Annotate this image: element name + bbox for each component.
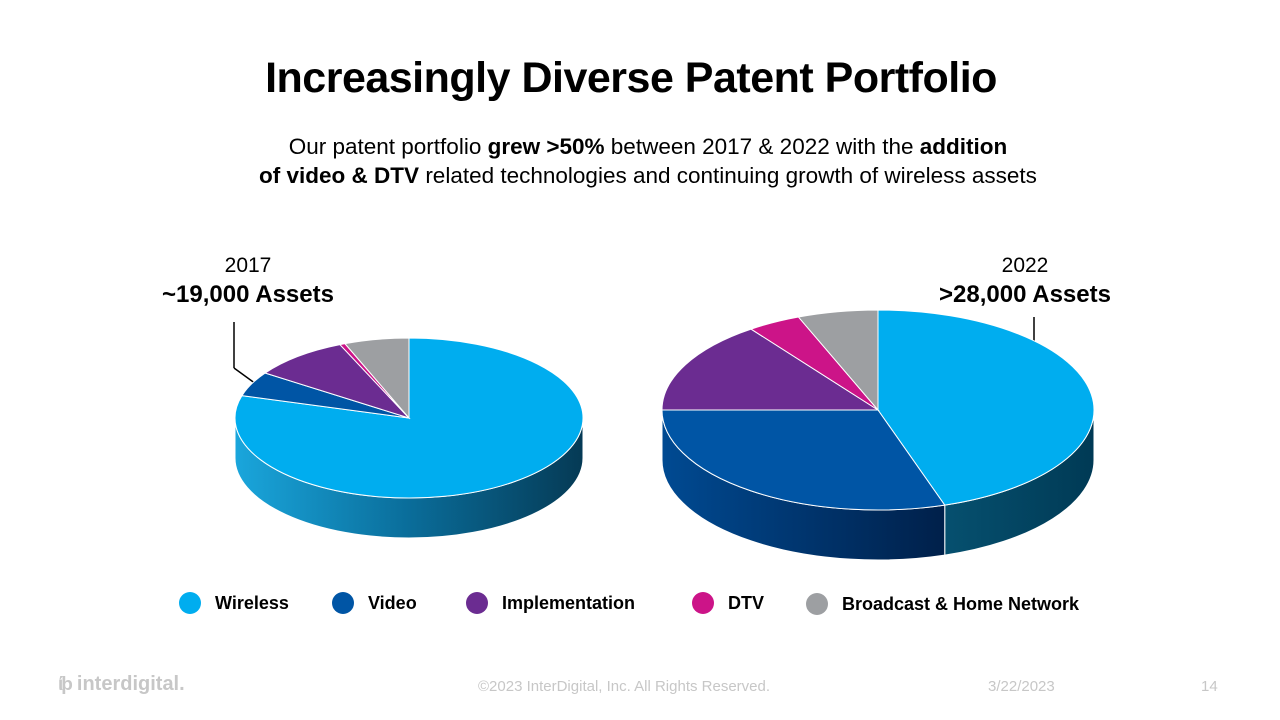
legend-item-video: Video — [332, 592, 417, 614]
subtitle-emphasis: of video & DTV — [259, 163, 420, 188]
pie-slice-video — [661, 409, 946, 511]
interdigital-logo: ίϸ interdigital. — [58, 673, 185, 696]
subtitle-emphasis: addition — [919, 134, 1008, 159]
legend: Wireless Video Implementation DTV Broadc… — [0, 590, 1280, 620]
page-number: 14 — [1201, 678, 1218, 695]
pie-label-2022: 2022 >28,000 Assets — [925, 253, 1125, 311]
pie-year-label: 2022 — [1001, 254, 1049, 277]
slide-title: Increasingly Diverse Patent Portfolio — [265, 54, 997, 102]
legend-label: Wireless — [215, 592, 289, 613]
legend-dot-icon — [466, 592, 488, 614]
pie-slice-broadcast-home-network — [797, 309, 879, 412]
pie-year-label: 2017 — [224, 254, 272, 277]
legend-dot-icon — [692, 592, 714, 614]
logo-mark-icon: ίϸ — [58, 673, 73, 695]
subtitle-emphasis: grew >50% — [487, 134, 605, 159]
legend-label: Broadcast & Home Network — [842, 593, 1080, 614]
pie-label-2017: 2017 ~19,000 Assets — [148, 253, 348, 311]
legend-item-broadcast: Broadcast & Home Network — [806, 593, 1079, 615]
leader-line-2017 — [233, 367, 257, 385]
legend-dot-icon — [332, 592, 354, 614]
legend-dot-icon — [179, 592, 201, 614]
subtitle-line-2: of video & DTV related technologies and … — [0, 161, 1280, 191]
subtitle-text: between 2017 & 2022 with the — [604, 134, 920, 159]
subtitle-text: Our patent portfolio — [288, 134, 488, 159]
logo-text: interdigital. — [76, 673, 185, 695]
legend-label: Video — [368, 592, 417, 613]
legend-dot-icon — [806, 593, 828, 615]
pie-slice-implementation — [661, 328, 880, 411]
pie-assets-label: ~19,000 Assets — [162, 281, 334, 308]
legend-item-implementation: Implementation — [466, 592, 635, 614]
subtitle-line-1: Our patent portfolio grew >50% between 2… — [0, 132, 1280, 162]
subtitle-text: related technologies and continuing grow… — [419, 163, 1037, 188]
legend-label: Implementation — [502, 592, 636, 613]
pie-slice-implementation — [263, 344, 411, 420]
copyright-text: ©2023 InterDigital, Inc. All Rights Rese… — [478, 678, 771, 695]
legend-item-wireless: Wireless — [179, 592, 289, 614]
pie-chart-2017 — [234, 337, 584, 539]
legend-label: DTV — [728, 592, 764, 613]
slide-date: 3/22/2023 — [988, 678, 1055, 695]
legend-item-dtv: DTV — [692, 592, 764, 614]
pie-slice-wireless — [877, 309, 1095, 506]
pie-chart-2022 — [661, 309, 1095, 561]
pie-slice-broadcast-home-network — [343, 337, 410, 420]
pie-assets-label: >28,000 Assets — [939, 281, 1111, 308]
